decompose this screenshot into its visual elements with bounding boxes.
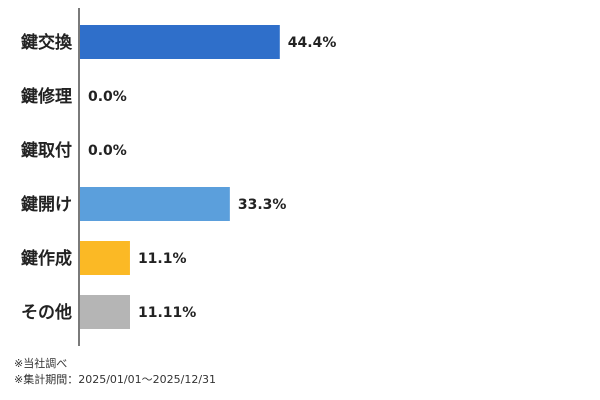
source-note: ※当社調べ <box>14 357 68 370</box>
period-note: ※集計期間：2025/01/01～2025/12/31 <box>14 373 217 386</box>
value-label: 11.1% <box>138 251 187 267</box>
value-label: 11.11% <box>138 305 196 321</box>
bar <box>80 187 230 221</box>
bar <box>80 295 130 329</box>
value-label: 0.0% <box>88 89 127 105</box>
category-label: 鍵修理 <box>21 86 72 107</box>
category-label: 鍵取付 <box>21 140 72 161</box>
bar-group: 鍵交換 44.4% 鍵修理 0.0% 鍵取付 0.0% 鍵開け 33.3% 鍵作成 11.1% その… <box>21 25 336 329</box>
category-label: その他 <box>21 302 72 323</box>
bar <box>80 241 130 275</box>
category-label: 鍵開け <box>21 194 72 215</box>
bar <box>80 25 280 59</box>
footnotes: ※当社調べ ※集計期間：2025/01/01～2025/12/31 <box>14 356 216 388</box>
value-label: 44.4% <box>288 35 337 51</box>
value-label: 33.3% <box>238 197 287 213</box>
category-label: 鍵作成 <box>21 248 72 269</box>
value-label: 0.0% <box>88 143 127 159</box>
category-label: 鍵交換 <box>21 32 73 53</box>
